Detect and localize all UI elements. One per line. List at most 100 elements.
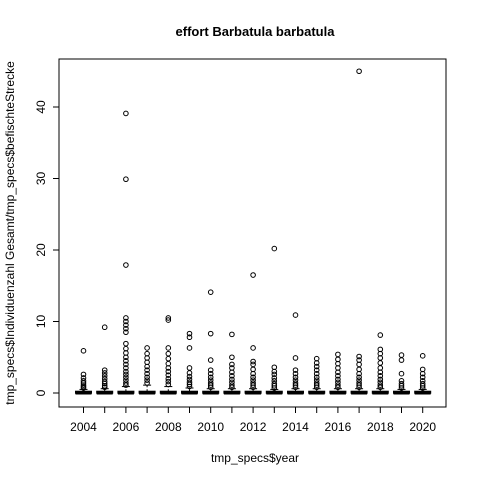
outlier-point [292,370,299,377]
outlier-point [271,378,278,384]
outlier-point [207,289,214,295]
y-tick-label: 20 [34,243,48,257]
outlier-point [144,350,150,357]
outlier-point [144,377,150,383]
outlier-point [101,367,108,373]
chart-title: effort Barbatula barbatula [176,24,336,39]
outlier-point [123,325,129,332]
outlier-point [250,345,256,351]
outlier-point [101,375,108,382]
outlier-point [207,330,214,337]
outlier-point [229,361,235,368]
outlier-point [144,367,150,373]
y-tick-label: 0 [34,389,48,396]
outlier-point [186,365,193,371]
box-2009 [181,330,198,395]
outlier-point [229,365,235,371]
outlier-point [335,382,341,388]
x-axis-label: tmp_specs$year [211,451,299,465]
box-2004 [75,348,92,395]
outlier-point [144,380,150,386]
outlier-point [165,381,172,388]
outlier-point [144,374,150,381]
outlier-point [313,355,320,362]
outlier-point [313,363,320,370]
outlier-point [186,345,193,351]
outlier-point [165,350,172,357]
outlier-point [207,377,214,383]
outlier-point [250,380,256,386]
outlier-point [123,176,129,183]
x-tick-label: 2012 [240,420,267,434]
outlier-point [398,378,405,384]
outlier-point [356,68,362,75]
outlier-point [335,373,341,379]
outlier-point [229,331,235,338]
outlier-point [250,377,256,383]
outlier-point [292,312,299,318]
outlier-point [419,378,426,384]
outlier-point [229,382,235,388]
outlier-point [398,380,405,387]
outlier-point [313,367,320,373]
outlier-point [123,318,129,325]
outlier-point [335,376,341,383]
outlier-point [165,345,172,351]
outlier-point [123,315,129,321]
box-2008 [159,315,177,395]
outlier-point [356,374,362,381]
outlier-point [292,367,299,373]
outlier-point [123,322,129,328]
box-2019 [393,352,410,395]
box-2016 [329,351,347,395]
outlier-point [271,245,278,252]
outlier-point [123,110,129,117]
x-tick-label: 2016 [325,420,352,434]
outlier-point [377,373,384,379]
outlier-point [250,358,256,365]
plot-frame [58,58,447,408]
outlier-point [377,332,384,338]
outlier-point [398,357,405,363]
outlier-point [80,371,87,378]
outlier-point [292,374,299,381]
outlier-point [377,382,384,388]
outlier-point [377,376,384,383]
outlier-point [80,375,87,381]
outlier-point [377,346,384,353]
outlier-point [101,370,108,376]
outlier-point [313,377,320,383]
outlier-point [419,353,426,359]
outlier-point [165,317,172,323]
x-axis: 2004 2006 2008 2010 2012 2014 2016 2018 2020 [70,406,436,434]
outlier-point [165,378,172,385]
outlier-point [419,380,426,387]
outlier-point [292,355,299,361]
box-2006 [117,110,135,395]
outlier-point [271,371,278,378]
outlier-point [207,370,214,377]
outlier-point [229,376,235,383]
x-tick-label: 2020 [409,420,436,434]
box-2015 [308,355,326,395]
outlier-point [356,380,362,386]
y-tick-label: 10 [34,315,48,329]
outlier-point [271,364,278,371]
box-2014 [287,312,304,395]
outlier-point [123,368,129,375]
box-2020 [414,353,432,395]
outlier-point [250,272,256,278]
outlier-point [292,377,299,383]
box-2013 [265,245,283,395]
outlier-point [313,374,320,381]
outlier-point [186,379,193,386]
outlier-point [356,357,362,363]
outlier-point [123,329,129,336]
outlier-point [271,375,278,381]
outlier-point [335,379,341,386]
outlier-point [356,353,362,360]
y-axis-label: tmp_specs$Individuenzahl Gesamt/tmp_spec… [3,61,17,405]
box-2018 [371,332,389,395]
y-tick-label: 30 [34,172,48,186]
